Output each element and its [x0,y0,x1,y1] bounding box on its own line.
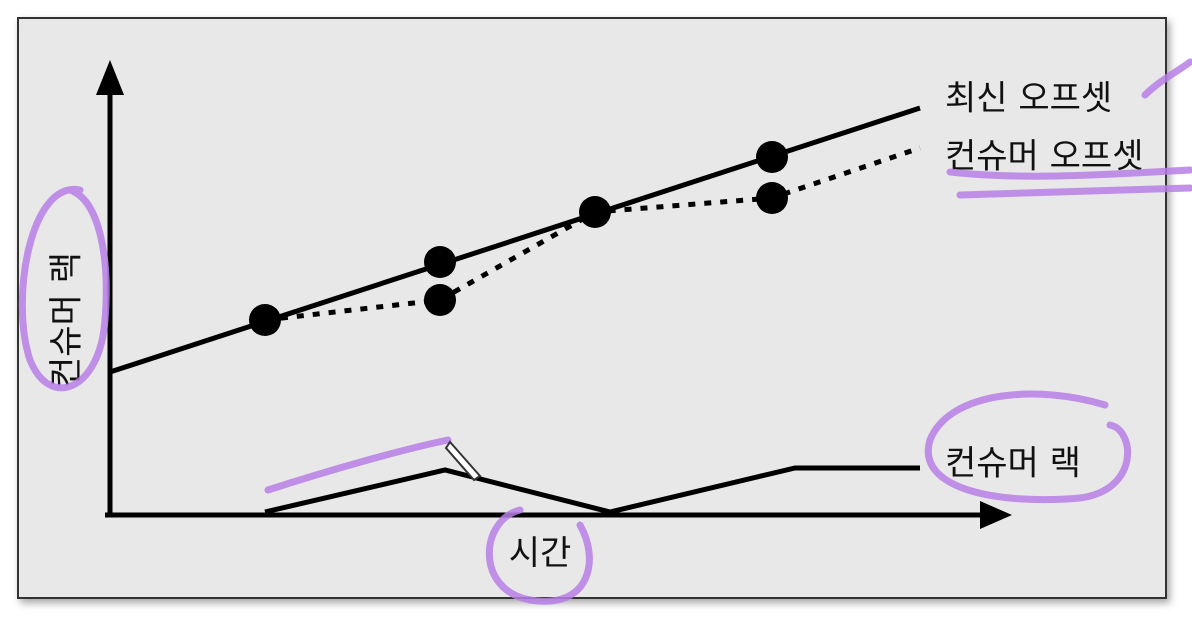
x-axis-label: 시간 [509,534,572,574]
cursor [444,440,482,482]
annotation [485,506,593,605]
annotations [18,58,1192,605]
point [249,304,281,336]
annotation [18,186,110,392]
frame [17,17,1167,599]
annotation [1141,58,1192,99]
point [579,196,611,228]
point [756,182,788,214]
consumer-offset-label: 컨슈머 오프셋 [945,137,1144,177]
annotation [946,166,1192,199]
point [756,141,788,173]
x-axis-arrow [980,501,1012,529]
point [424,246,456,278]
point [424,284,456,316]
annotation [924,390,1131,504]
y-axis-arrow [96,60,124,95]
points [249,141,788,336]
consumer-lag-label: 컨슈머 랙 [945,444,1081,484]
annotation [264,436,452,494]
y-axis-label: 컨슈머 랙 [47,252,87,388]
consumer-lag-line [264,465,920,515]
latest-offset-label: 최신 오프셋 [945,79,1112,119]
